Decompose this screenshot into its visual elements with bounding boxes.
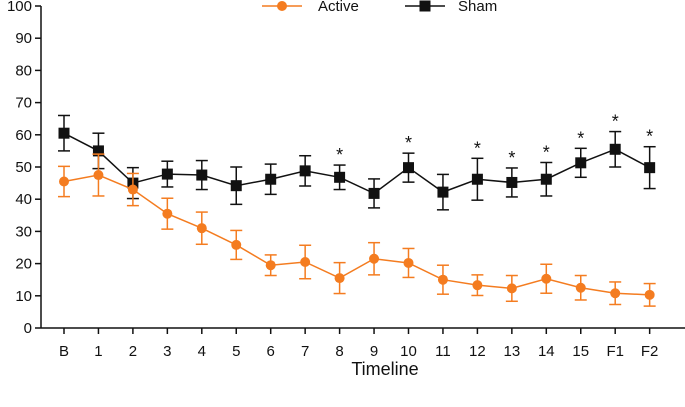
x-tick-label: 3: [163, 343, 171, 360]
data-point-active: [472, 280, 483, 291]
data-point-active: [437, 274, 448, 285]
data-point-active: [610, 288, 621, 299]
y-tick-label: 20: [15, 256, 32, 273]
data-point-sham: [506, 176, 518, 188]
x-tick-label: 6: [267, 343, 275, 360]
data-point-active: [334, 273, 345, 284]
data-point-sham: [403, 162, 414, 174]
y-tick-label: 40: [15, 191, 32, 208]
legend-item-active: Active: [262, 0, 359, 15]
data-point-active: [403, 257, 414, 268]
y-tick-label: 0: [24, 320, 32, 337]
data-point-active: [575, 282, 586, 293]
x-tick-label: 14: [538, 343, 555, 360]
significance-star: *: [405, 133, 412, 153]
x-tick-label: 13: [504, 343, 521, 360]
data-point-sham: [92, 145, 104, 157]
significance-star: *: [543, 142, 550, 162]
x-axis-title: Timeline: [351, 359, 418, 379]
significance-star: *: [508, 148, 515, 168]
data-point-sham: [58, 127, 70, 139]
series-line-sham: [63, 132, 651, 195]
x-tick-label: 2: [129, 343, 137, 360]
data-point-active: [265, 260, 276, 271]
significance-star: *: [336, 145, 343, 165]
y-tick-label: 100: [7, 0, 32, 15]
data-point-active: [59, 176, 69, 187]
data-point-sham: [575, 157, 587, 169]
x-tick-label: 15: [572, 343, 589, 360]
data-point-sham: [265, 173, 277, 185]
data-point-active: [196, 223, 207, 234]
data-point-sham: [299, 165, 311, 177]
data-point-active: [127, 184, 138, 195]
x-tick-label: B: [59, 343, 69, 360]
series-line-active: [63, 174, 650, 296]
series-layer: [58, 114, 656, 307]
y-axis: 0 10 20 30 40 50 60 70 80 90 100: [7, 0, 42, 337]
x-tick-label: 8: [335, 343, 343, 360]
x-tick-label: 12: [469, 343, 486, 360]
data-point-sham: [644, 162, 656, 174]
data-point-sham: [230, 180, 242, 192]
legend-marker-active: [277, 1, 287, 11]
data-point-active: [506, 283, 517, 294]
y-tick-label: 10: [15, 288, 32, 305]
x-tick-label: 7: [301, 343, 309, 360]
data-point-active: [300, 256, 311, 267]
legend-marker-sham: [419, 0, 431, 12]
x-tick-label: 10: [400, 343, 417, 360]
series-sham: [58, 114, 656, 211]
data-point-sham: [334, 171, 346, 183]
y-tick-label: 90: [15, 30, 32, 47]
data-point-sham: [540, 173, 552, 185]
x-tick-label: F1: [606, 343, 624, 360]
y-tick-label: 30: [15, 223, 32, 240]
data-point-active: [644, 289, 655, 300]
legend-item-sham: Sham: [405, 0, 497, 15]
data-point-active: [369, 253, 380, 264]
x-tick-label: 4: [198, 343, 206, 360]
data-point-sham: [196, 169, 208, 181]
y-tick-label: 60: [15, 127, 32, 144]
data-point-sham: [161, 168, 173, 180]
significance-star: *: [474, 138, 481, 158]
data-point-sham: [437, 186, 449, 198]
data-point-sham: [471, 173, 483, 185]
x-tick-label: 9: [370, 343, 378, 360]
x-axis: B 1 2 3 4 5 6 7 8 9 10 11 12 13 14 15 F1 F2: [41, 327, 685, 360]
significance-star: *: [646, 127, 653, 147]
legend-label-sham: Sham: [458, 0, 497, 15]
significance-star: *: [577, 128, 584, 148]
significance-star: *: [612, 112, 619, 132]
x-tick-label: 5: [232, 343, 240, 360]
legend: Active Sham: [262, 0, 497, 15]
series-active: [58, 153, 656, 307]
data-point-active: [231, 239, 242, 250]
x-tick-label: F2: [641, 343, 659, 360]
data-point-active: [541, 273, 552, 284]
data-point-sham: [368, 187, 380, 199]
legend-label-active: Active: [318, 0, 359, 15]
y-tick-label: 50: [15, 159, 32, 176]
x-tick-label: 1: [94, 343, 102, 360]
data-point-active: [162, 208, 173, 219]
data-point-sham: [609, 143, 621, 155]
x-tick-label: 11: [435, 343, 451, 360]
significance-markers: * * * * * * * *: [336, 112, 653, 168]
data-point-active: [93, 170, 104, 181]
y-tick-label: 70: [15, 95, 32, 112]
y-tick-label: 80: [15, 62, 32, 79]
